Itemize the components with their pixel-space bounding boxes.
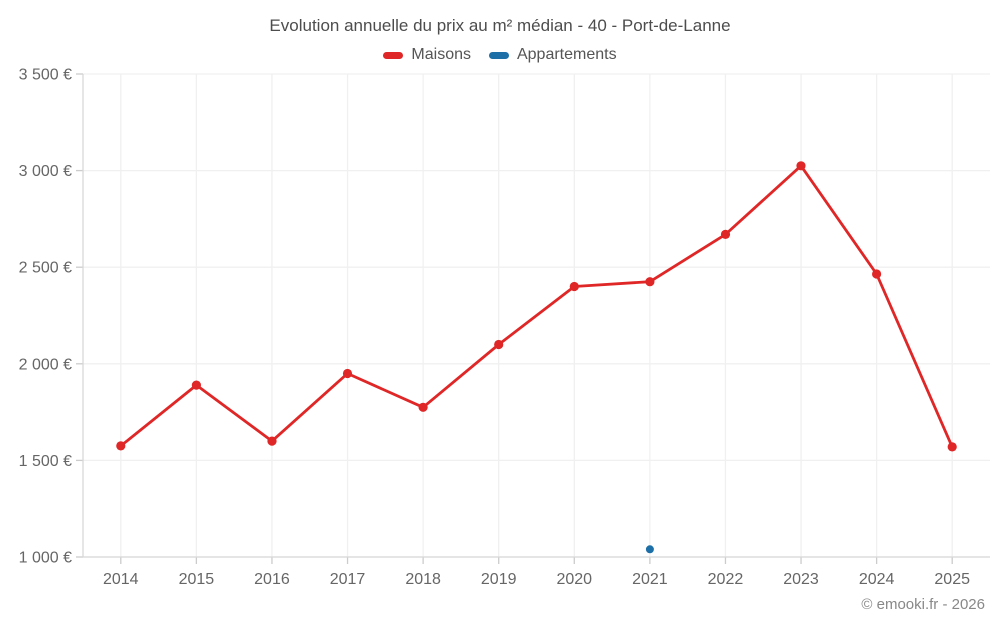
x-tick-label: 2021: [632, 571, 668, 588]
maisons-point-2014[interactable]: [116, 441, 126, 451]
x-tick-label: 2018: [405, 571, 441, 588]
chart-title: Evolution annuelle du prix au m² médian …: [269, 16, 731, 35]
x-tick-label: 2014: [103, 571, 139, 588]
legend-label-appartements: Appartements: [516, 46, 617, 63]
maisons-point-2023[interactable]: [796, 161, 806, 171]
x-tick-label: 2023: [783, 571, 819, 588]
x-tick-label: 2024: [859, 571, 895, 588]
maisons-point-2017[interactable]: [342, 368, 353, 379]
attribution: © emooki.fr - 2026: [861, 596, 985, 613]
legend-label-maisons: Maisons: [411, 46, 471, 63]
legend-swatch-icon-appartements: [488, 51, 509, 59]
legend-item-maisons[interactable]: Maisons: [383, 46, 471, 64]
x-tick-label: 2016: [254, 571, 290, 588]
maisons-point-2016[interactable]: [267, 436, 277, 446]
y-tick-label: 1 500 €: [19, 453, 72, 470]
x-tick-label: 2017: [330, 571, 366, 588]
maisons-point-2025[interactable]: [947, 442, 957, 452]
maisons-point-2022[interactable]: [720, 229, 731, 239]
x-tick-label: 2022: [708, 571, 744, 588]
y-tick-label: 3 500 €: [19, 67, 72, 84]
x-tick-label: 2015: [179, 571, 215, 588]
y-tick-label: 2 000 €: [19, 356, 72, 373]
maisons-point-2021[interactable]: [645, 277, 655, 287]
legend: Maisons Appartements: [0, 46, 1000, 64]
x-tick-label: 2019: [481, 571, 517, 588]
legend-swatch-icon-maisons: [383, 51, 404, 59]
maisons-point-2015[interactable]: [191, 380, 201, 390]
y-tick-label: 2 500 €: [19, 260, 72, 277]
y-tick-label: 1 000 €: [19, 550, 72, 567]
maisons-point-2020[interactable]: [569, 281, 579, 292]
maisons-point-2018[interactable]: [418, 402, 428, 412]
maisons-point-2019[interactable]: [494, 339, 504, 350]
appartements-point-2021[interactable]: [645, 545, 654, 554]
x-tick-label: 2020: [556, 571, 592, 588]
series-line-maisons: [119, 164, 954, 449]
x-tick-label: 2025: [934, 571, 970, 588]
legend-item-appartements[interactable]: Appartements: [488, 46, 617, 64]
y-tick-label: 3 000 €: [19, 163, 72, 180]
maisons-point-2024[interactable]: [872, 269, 882, 279]
